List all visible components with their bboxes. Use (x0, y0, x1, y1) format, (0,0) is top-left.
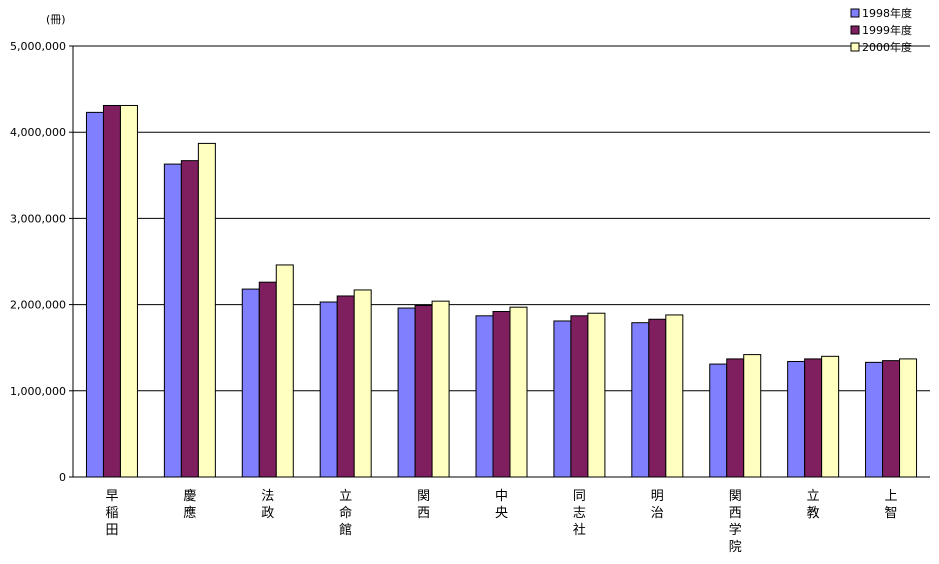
category-label: 明治 (651, 489, 664, 521)
category-label: 立命館 (339, 489, 352, 538)
bar (431, 300, 450, 478)
bar (414, 304, 433, 478)
bar (631, 322, 650, 478)
legend-swatch (850, 42, 860, 52)
bar (709, 363, 728, 478)
bar (570, 315, 589, 478)
bar (241, 288, 260, 478)
bar (102, 104, 121, 478)
bar (787, 360, 806, 478)
bar (85, 111, 104, 478)
bar (743, 354, 762, 478)
bar (865, 361, 884, 478)
legend-label: 1998年度 (862, 6, 912, 20)
bar (726, 358, 745, 478)
y-tick-label: 4,000,000 (10, 126, 66, 139)
bars (85, 104, 918, 478)
y-tick-label: 0 (59, 471, 66, 484)
bar (587, 312, 606, 478)
category-label: 関西学院 (729, 489, 742, 555)
legend-swatch (850, 25, 860, 35)
bar (821, 355, 840, 478)
y-axis-unit-label: (冊) (46, 13, 66, 26)
bar (475, 315, 494, 478)
bar (353, 289, 372, 478)
category-label: 早稲田 (105, 489, 118, 538)
y-tick-label: 5,000,000 (10, 40, 66, 53)
bar (319, 301, 338, 478)
category-label: 同志社 (573, 489, 586, 538)
legend-swatch (850, 8, 860, 18)
bar (397, 307, 416, 478)
y-tick-label: 3,000,000 (10, 212, 66, 225)
bar (509, 306, 528, 478)
y-tick-label: 1,000,000 (10, 385, 66, 398)
bar (882, 360, 901, 478)
bar (258, 281, 277, 478)
bar (180, 160, 199, 478)
category-label: 慶應 (183, 489, 196, 521)
category-label: 上智 (885, 489, 898, 521)
bar (648, 318, 667, 478)
y-tick-label: 2,000,000 (10, 299, 66, 312)
bar (492, 310, 511, 478)
legend-label: 1999年度 (862, 23, 912, 37)
category-label: 立教 (807, 489, 820, 521)
legend: 1998年度 1999年度 2000年度 (850, 6, 912, 54)
category-label: 中央 (495, 489, 508, 521)
bar (804, 358, 823, 478)
category-labels: 早稲田 慶應 法政 立命館 関西 中央 同志社 明治 関西学院 立教 上智 (105, 489, 897, 555)
category-label: 法政 (261, 489, 274, 521)
axes (72, 46, 930, 478)
category-label: 関西 (417, 489, 430, 521)
bar (336, 295, 355, 478)
bar (553, 320, 572, 478)
bar (899, 358, 918, 478)
legend-label: 2000年度 (862, 40, 912, 54)
y-axis-ticks: 0 1,000,000 2,000,000 3,000,000 4,000,000 5,0… (10, 40, 73, 484)
bar (665, 314, 684, 478)
bar (197, 142, 216, 478)
bar (163, 163, 182, 478)
bar (119, 104, 138, 478)
bar (275, 264, 294, 478)
